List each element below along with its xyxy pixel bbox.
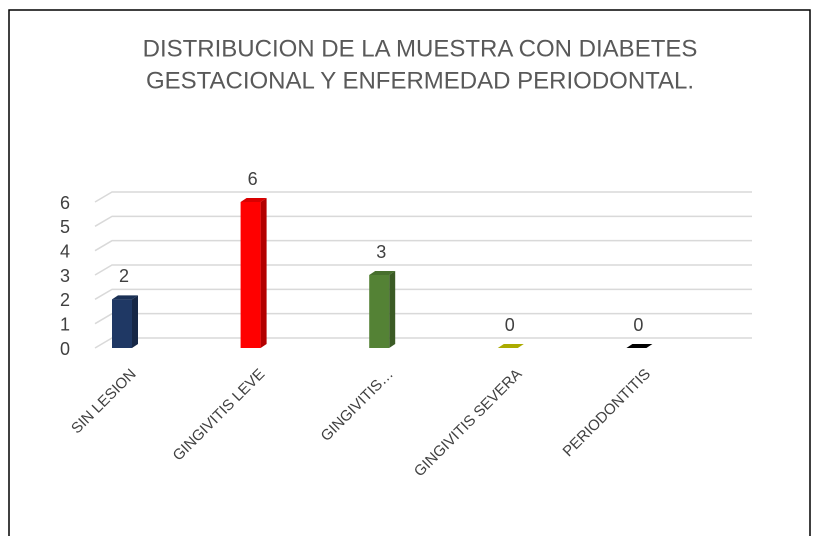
- y-tick-label: 1: [60, 314, 70, 334]
- data-label: 0: [633, 315, 643, 335]
- bar-top: [497, 344, 524, 348]
- bar-side: [132, 295, 138, 348]
- chart-title: GESTACIONAL Y ENFERMEDAD PERIODONTAL.: [146, 67, 694, 94]
- grid-line: [94, 239, 752, 252]
- bar-top: [626, 344, 653, 348]
- bar-top: [112, 295, 138, 300]
- bar: [112, 295, 138, 348]
- bar: [626, 344, 653, 348]
- data-label: 6: [248, 169, 258, 189]
- y-tick-label: 3: [60, 266, 70, 286]
- data-label: 2: [119, 266, 129, 286]
- data-label: 3: [376, 242, 386, 262]
- bar-front: [112, 299, 132, 348]
- bar-front: [240, 202, 261, 348]
- data-label: 0: [505, 315, 515, 335]
- bar: [497, 344, 524, 348]
- grid-line: [94, 288, 752, 300]
- grid-line: [94, 191, 752, 203]
- bar-top: [369, 271, 396, 275]
- grid-line: [94, 264, 752, 276]
- chart-title: DISTRIBUCION DE LA MUESTRA CON DIABETES: [143, 35, 698, 62]
- bar-front: [369, 275, 390, 348]
- y-tick-label: 0: [60, 339, 70, 359]
- y-tick-label: 2: [60, 290, 70, 310]
- bar: [369, 271, 396, 348]
- y-tick-label: 5: [60, 217, 70, 237]
- chart-border: [8, 9, 811, 536]
- y-tick-label: 6: [60, 193, 70, 213]
- grid-line: [94, 215, 752, 227]
- bar-side: [389, 271, 396, 348]
- bar-top: [240, 198, 267, 202]
- bar: [240, 198, 267, 348]
- bar-side: [260, 198, 267, 348]
- y-tick-label: 4: [60, 241, 70, 261]
